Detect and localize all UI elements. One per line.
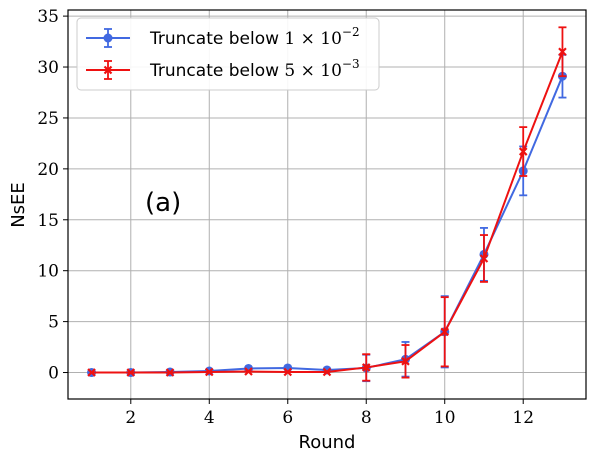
data-point: [558, 47, 567, 57]
series-2: [87, 26, 567, 382]
data-point: [361, 363, 371, 372]
panel-label: (a): [145, 188, 181, 218]
legend-entry-2: Truncate below 5 × 10−3: [86, 57, 360, 81]
y-tick-label: 25: [37, 109, 59, 129]
data-point: [440, 327, 450, 337]
data-point: [165, 368, 175, 377]
data-point: [204, 367, 214, 377]
data-point: [479, 254, 489, 263]
y-axis-label: NsEE: [8, 182, 29, 228]
data-point: [103, 33, 113, 43]
data-point: [518, 147, 528, 156]
data-point: [87, 368, 96, 377]
legend-label: Truncate below 5 × 10−3: [149, 57, 360, 81]
legend-label: Truncate below 1 × 10−2: [149, 25, 360, 49]
y-tick-label: 30: [37, 58, 59, 78]
data-point: [322, 367, 332, 377]
x-tick-label: 12: [512, 408, 534, 428]
y-tick-label: 0: [48, 364, 59, 384]
x-tick-label: 4: [204, 408, 215, 428]
y-tick-label: 35: [37, 7, 59, 27]
legend: Truncate below 1 × 10−2 Truncate below 5 …: [76, 17, 380, 91]
series-group: [87, 26, 567, 383]
y-tick-label: 5: [48, 313, 59, 333]
x-axis-label: Round: [299, 432, 356, 453]
data-point: [283, 367, 293, 377]
x-tick-label: 10: [434, 408, 456, 428]
plot-frame: [67, 9, 587, 400]
x-tick-label: 2: [125, 408, 136, 428]
legend-entry-1: Truncate below 1 × 10−2: [86, 25, 360, 49]
legend-box: [76, 17, 380, 91]
data-point: [244, 367, 253, 376]
x-tick-label: 6: [282, 408, 293, 428]
data-point: [401, 357, 410, 366]
x-tick-label: 8: [361, 408, 372, 428]
data-point: [126, 368, 136, 377]
axis-ticks: 2 4 6 8 10 12 0 5 10 15 20 25 30 35: [37, 7, 534, 428]
y-tick-label: 20: [37, 160, 59, 180]
y-tick-label: 10: [37, 262, 59, 282]
y-tick-label: 15: [37, 211, 59, 231]
data-point: [103, 65, 113, 75]
